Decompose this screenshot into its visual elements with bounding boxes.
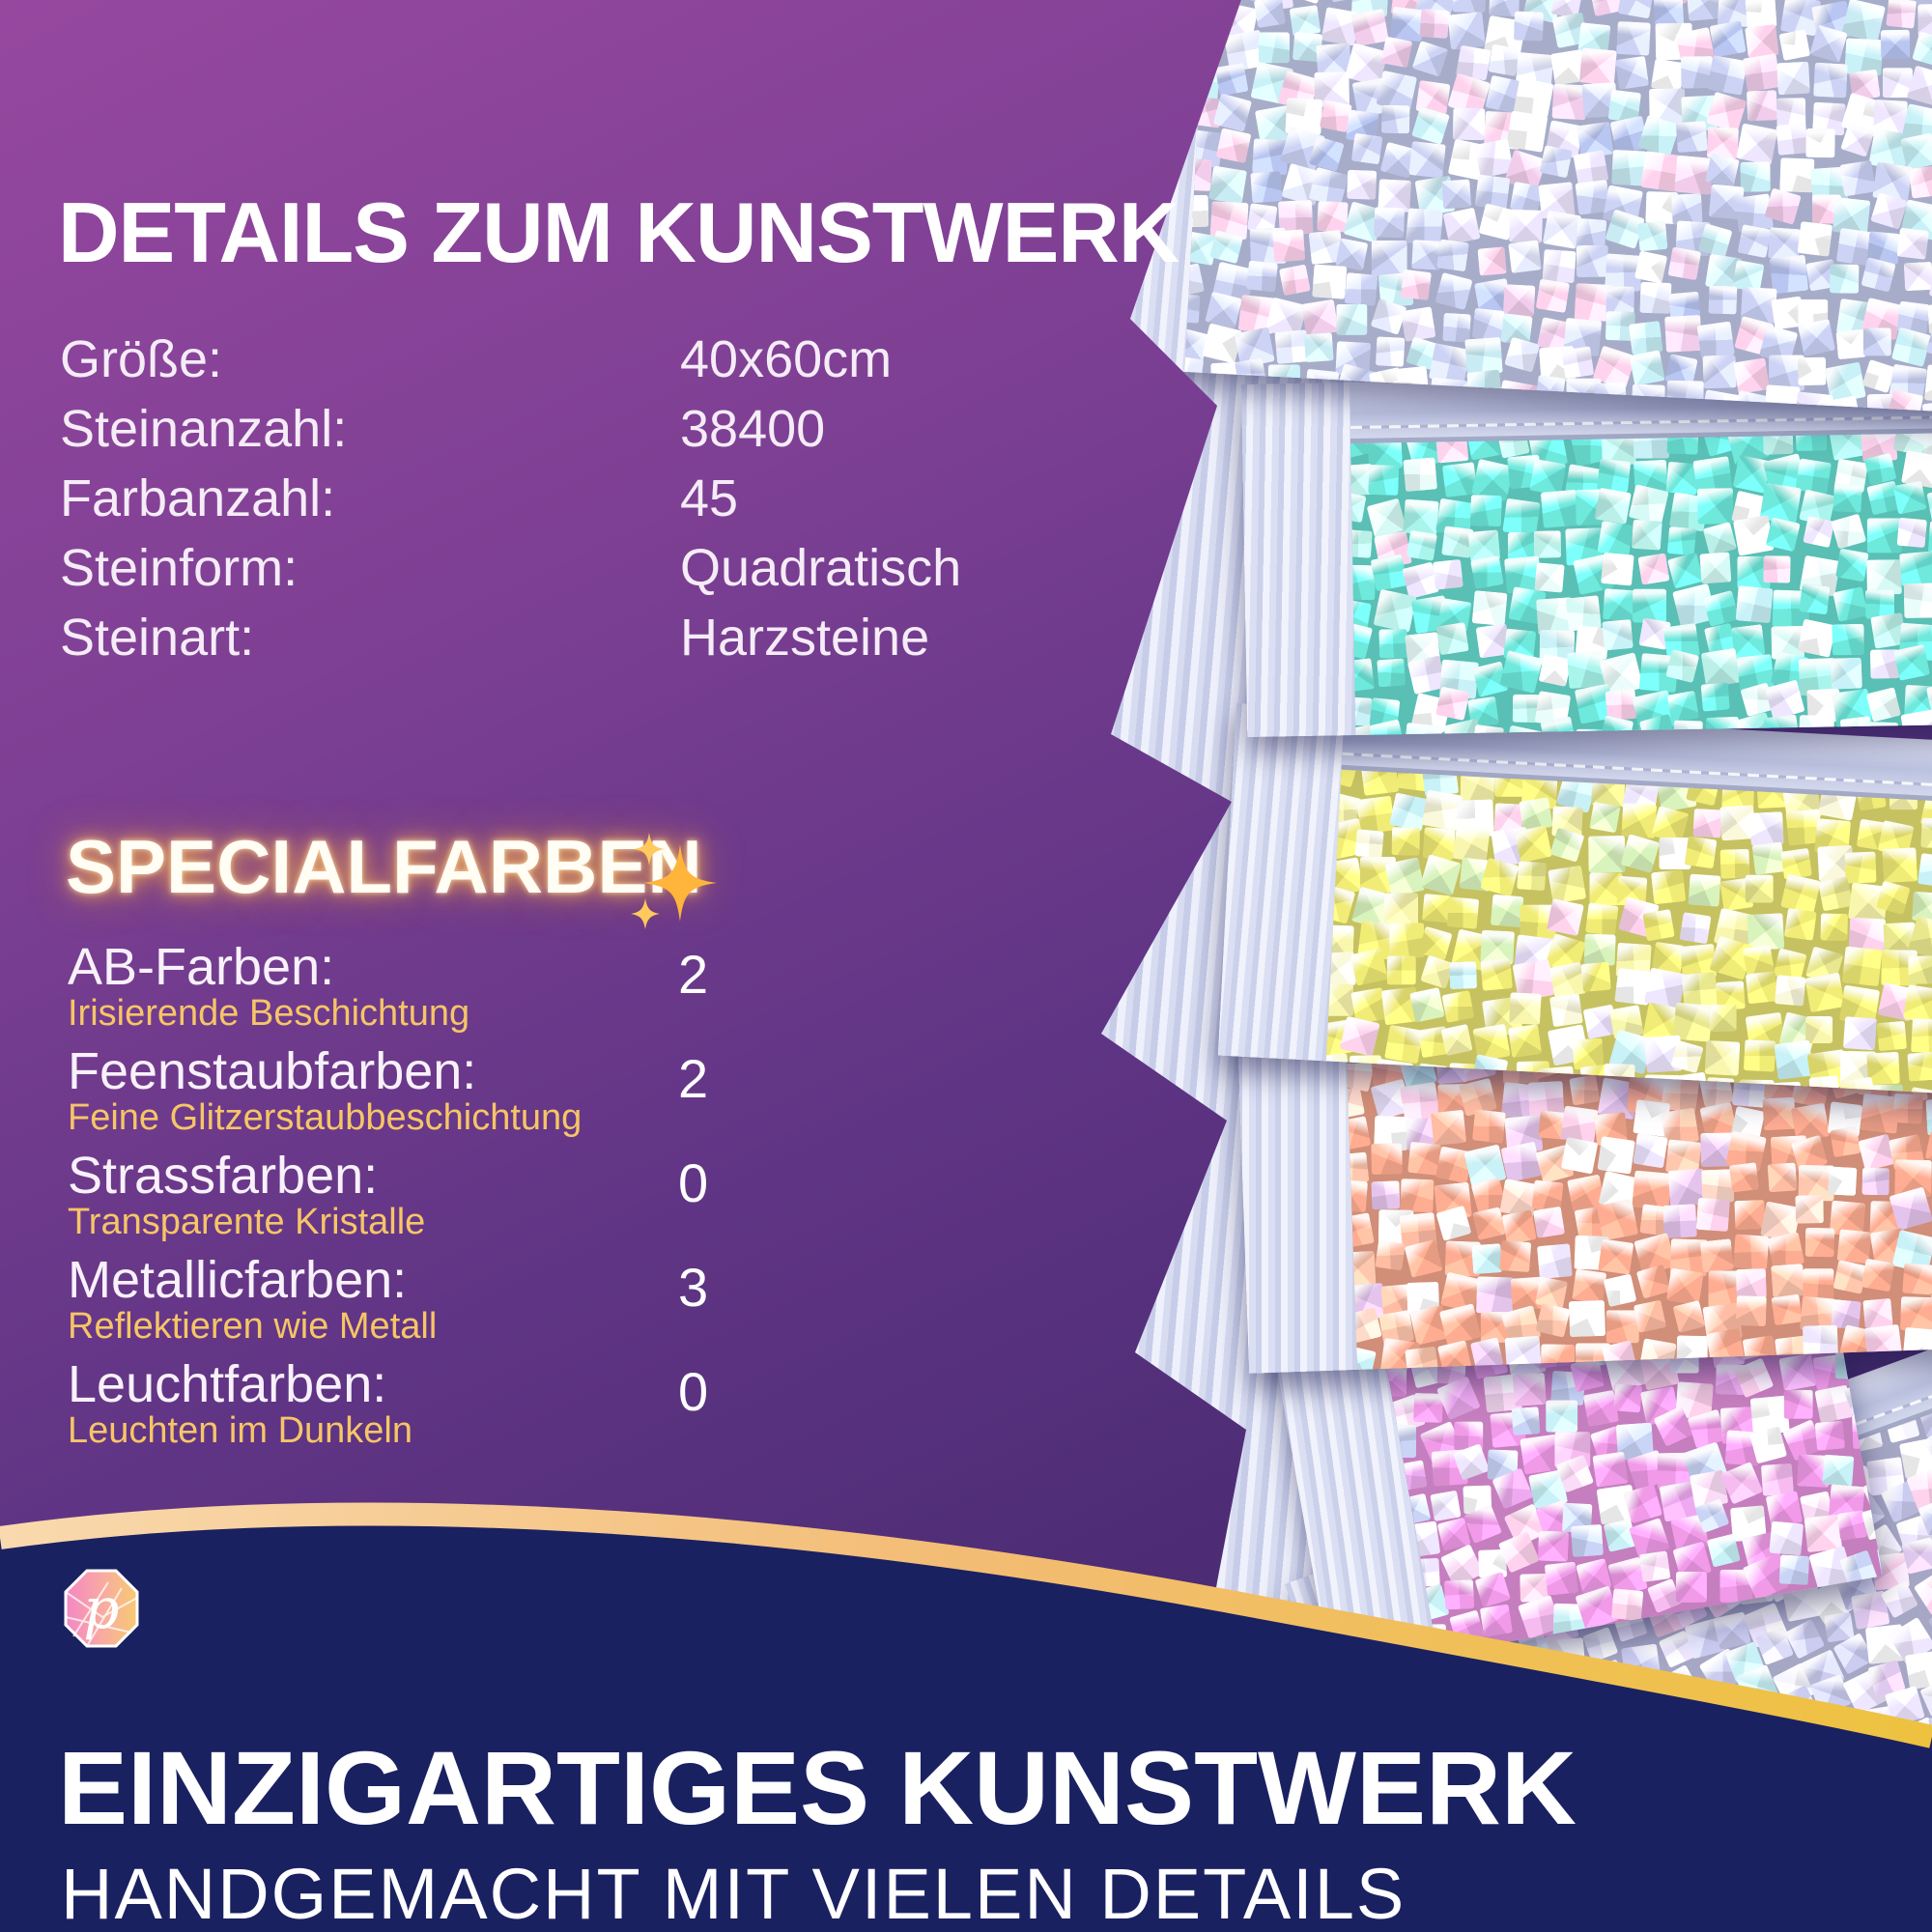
spec-list: Größe: 40x60cm Steinanzahl: 38400 Farban…	[60, 325, 1026, 672]
drill-bag-white	[1076, 0, 1932, 414]
spec-row: Steinart: Harzsteine	[60, 603, 1026, 672]
special-item: Leuchtfarben: Leuchten im Dunkeln 0	[68, 1347, 937, 1451]
item-label: Strassfarben:	[68, 1146, 378, 1206]
spec-label: Farbanzahl:	[60, 464, 335, 533]
item-count: 0	[678, 1360, 708, 1423]
item-label: AB-Farben:	[68, 937, 334, 997]
item-count: 2	[678, 943, 708, 1006]
spec-row: Farbanzahl: 45	[60, 464, 1026, 533]
specialfarben-title: SPECIALFARBEN	[66, 823, 702, 911]
footer-subheading: HANDGEMACHT MIT VIELEN DETAILS	[61, 1853, 1406, 1932]
spec-label: Größe:	[60, 325, 222, 394]
specialfarben-list: AB-Farben: Irisierende Beschichtung 2 Fe…	[68, 929, 937, 1451]
spec-value: Harzsteine	[680, 603, 929, 672]
spec-value: 40x60cm	[680, 325, 892, 394]
drill-bag-yellow	[1218, 703, 1932, 1094]
drills-white	[1184, 0, 1932, 414]
spec-label: Steinform:	[60, 533, 298, 603]
bag-gusset	[1241, 383, 1355, 737]
spec-label: Steinart:	[60, 603, 254, 672]
item-label: Leuchtfarben:	[68, 1354, 386, 1414]
drills-cyan	[1350, 432, 1932, 735]
item-description: Reflektieren wie Metall	[68, 1306, 437, 1348]
spec-value: 38400	[680, 394, 825, 464]
special-item: Strassfarben: Transparente Kristalle 0	[68, 1138, 937, 1242]
special-item: AB-Farben: Irisierende Beschichtung 2	[68, 929, 937, 1034]
item-description: Irisierende Beschichtung	[68, 993, 469, 1035]
item-count: 3	[678, 1256, 708, 1319]
product-infographic: DETAILS ZUM KUNSTWERK Größe: 40x60cm Ste…	[0, 0, 1932, 1932]
drills-peach	[1347, 1041, 1932, 1370]
item-description: Transparente Kristalle	[68, 1202, 425, 1243]
sparkles-icon	[620, 827, 726, 933]
spec-row: Größe: 40x60cm	[60, 325, 1026, 394]
details-title: DETAILS ZUM KUNSTWERK	[58, 184, 1179, 282]
item-count: 2	[678, 1047, 708, 1110]
spec-label: Steinanzahl:	[60, 394, 347, 464]
footer-heading: EINZIGARTIGES KUNSTWERK	[58, 1727, 1577, 1848]
item-description: Feine Glitzerstaubbeschichtung	[68, 1097, 582, 1139]
spec-row: Steinanzahl: 38400	[60, 394, 1026, 464]
spec-value: 45	[680, 464, 738, 533]
special-item: Feenstaubfarben: Feine Glitzerstaubbesch…	[68, 1034, 937, 1138]
drill-bag-cyan	[1241, 371, 1932, 737]
bag-gusset	[1218, 703, 1345, 1061]
spec-row: Steinform: Quadratisch	[60, 533, 1026, 603]
brand-gem-logo: p	[64, 1569, 139, 1648]
drills-yellow	[1326, 770, 1932, 1095]
logo-letter: p	[64, 1569, 139, 1648]
item-description: Leuchten im Dunkeln	[68, 1410, 412, 1452]
spec-value: Quadratisch	[680, 533, 961, 603]
special-item: Metallicfarben: Reflektieren wie Metall …	[68, 1242, 937, 1347]
item-label: Feenstaubfarben:	[68, 1041, 476, 1101]
item-count: 0	[678, 1151, 708, 1214]
item-label: Metallicfarben:	[68, 1250, 407, 1310]
